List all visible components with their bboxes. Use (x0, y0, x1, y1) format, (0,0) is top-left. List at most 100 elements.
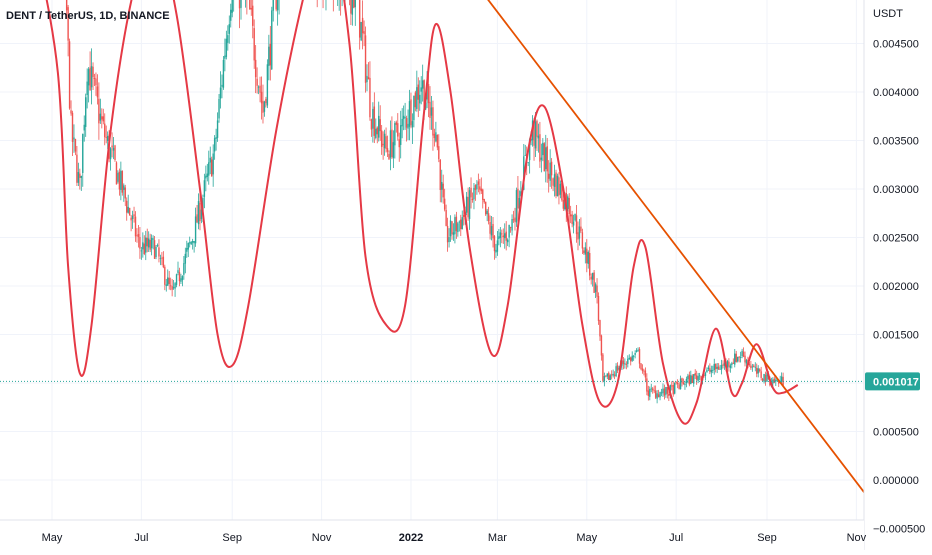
candle-body-432 (671, 385, 673, 387)
candle-body-413 (643, 370, 645, 372)
candle-body-369 (578, 226, 581, 239)
y-tick-label-3: 0.003000 (873, 184, 919, 196)
candle-76 (149, 233, 151, 253)
candle-306 (486, 208, 488, 222)
candle-332 (524, 144, 526, 157)
candle-body-252 (407, 123, 409, 129)
candle-40 (96, 74, 99, 105)
candle-122 (216, 112, 219, 142)
candle-body-436 (676, 382, 679, 385)
price-axis[interactable]: USDT 0.004500 0.004000 0.003500 0.003000 0.00… (863, 0, 932, 550)
candle-81 (156, 243, 159, 248)
candle-51 (112, 137, 115, 160)
candle-body-96 (178, 272, 181, 282)
candle-body-310 (492, 223, 494, 239)
candle-358 (562, 192, 565, 211)
candle-132 (231, 0, 233, 18)
candle-158 (269, 25, 272, 81)
candle-body-80 (155, 246, 157, 257)
candle-body-62 (128, 207, 131, 216)
candle-55 (118, 168, 121, 196)
candle-367 (575, 204, 578, 243)
candle-body-102 (187, 243, 189, 250)
candle-160 (272, 0, 274, 22)
candle-373 (584, 242, 587, 264)
candle-22 (70, 100, 72, 116)
candle-body-138 (240, 0, 242, 8)
candle-486 (750, 360, 752, 370)
candle-body-66 (134, 216, 137, 237)
candle-body-423 (657, 394, 660, 398)
candle-488 (753, 364, 755, 368)
candle-214 (351, 0, 354, 26)
candle-body-40 (96, 86, 99, 98)
candle-body-477 (736, 356, 739, 362)
candle-body-394 (615, 366, 617, 377)
candle-body-503 (775, 379, 777, 382)
candle-body-154 (263, 101, 266, 112)
candle-body-246 (398, 139, 400, 148)
candle-407 (634, 350, 636, 359)
candle-485 (748, 362, 751, 367)
candle-79 (153, 235, 156, 260)
candle-154 (263, 100, 266, 117)
candle-body-87 (165, 284, 167, 286)
candle-496 (764, 371, 767, 386)
candle-body-480 (741, 350, 743, 357)
candle-body-214 (351, 0, 354, 15)
candle-371 (581, 228, 584, 255)
candle-body-449 (695, 375, 698, 380)
candle-body-279 (446, 225, 449, 243)
candle-body-417 (649, 388, 651, 397)
candle-222 (363, 20, 365, 47)
candle-243 (394, 121, 396, 159)
candle-436 (676, 379, 679, 389)
candle-27 (77, 162, 80, 187)
candle-body-58 (123, 185, 125, 190)
candle-490 (756, 363, 758, 378)
candle-body-230 (375, 128, 377, 138)
candle-body-150 (257, 86, 260, 88)
candle-64 (131, 210, 134, 229)
candle-212 (349, 0, 350, 6)
candle-334 (527, 162, 529, 167)
candle-206 (340, 0, 342, 16)
candle-456 (706, 367, 708, 373)
candle-body-86 (164, 266, 166, 285)
candle-461 (713, 358, 715, 375)
candle-354 (556, 173, 559, 197)
candle-68 (137, 224, 140, 248)
candle-body-112 (202, 197, 204, 211)
candle-body-69 (139, 236, 141, 249)
candle-body-236 (383, 133, 386, 149)
candle-462 (715, 363, 717, 373)
time-axis[interactable]: May Jul Sep Nov 2022 Mar May Jul Sep Nov (0, 519, 867, 550)
candle-body-406 (632, 355, 635, 357)
candle-249 (402, 105, 405, 131)
candle-266 (427, 72, 430, 118)
candle-body-376 (589, 252, 591, 276)
candle-body-88 (167, 277, 169, 286)
candle-body-323 (511, 219, 513, 231)
candle-body-74 (146, 237, 148, 247)
candle-148 (254, 45, 257, 94)
candle-78 (152, 235, 154, 250)
candle-270 (433, 128, 436, 147)
candle-326 (515, 187, 518, 227)
candle-128 (225, 30, 228, 60)
candle-body-72 (143, 243, 146, 255)
candle-body-256 (413, 95, 415, 121)
candle-190 (316, 0, 318, 8)
candle-body-101 (186, 248, 188, 252)
candle-99 (183, 256, 185, 280)
candle-215 (353, 0, 355, 9)
candle-body-373 (584, 247, 587, 255)
candle-body-450 (697, 376, 699, 381)
candle-426 (662, 383, 664, 398)
candle-body-122 (216, 120, 219, 138)
candle-body-109 (197, 201, 200, 225)
candle-316 (501, 229, 503, 244)
candle-body-367 (575, 215, 578, 235)
